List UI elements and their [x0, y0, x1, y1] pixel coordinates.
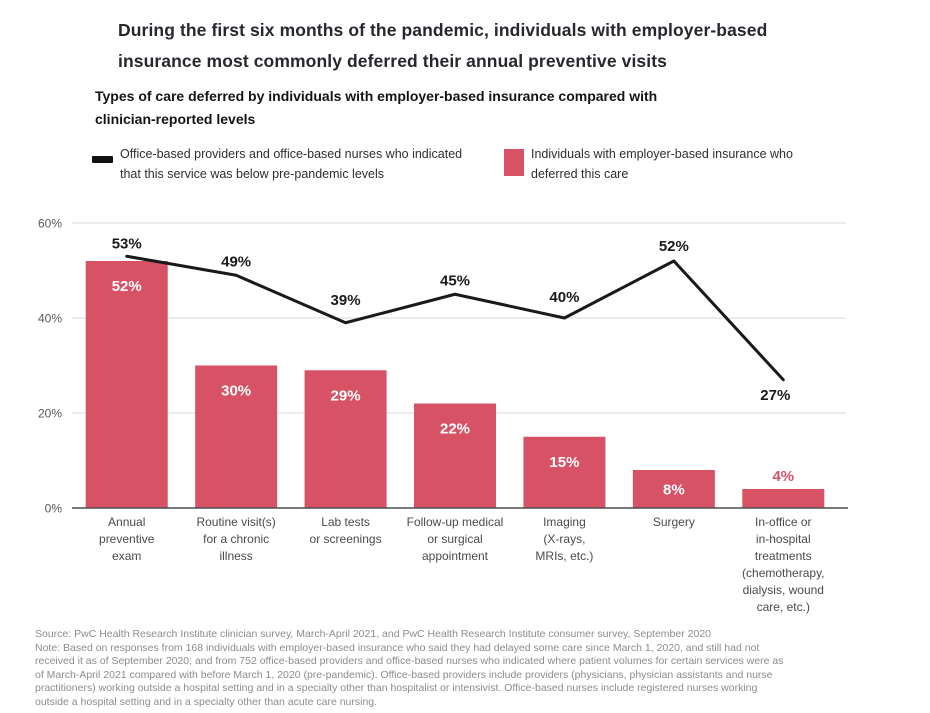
- bar: [742, 489, 825, 508]
- y-tick-label: 40%: [38, 312, 62, 326]
- legend-bar-label: Individuals with employer-based insuranc…: [531, 147, 793, 181]
- line-value-label: 27%: [760, 387, 790, 404]
- bar-series-swatch-icon: [504, 149, 524, 176]
- bar: [414, 403, 496, 508]
- line-value-label: 52%: [659, 238, 689, 255]
- note-text: Note: Based on responses from 168 indivi…: [35, 641, 784, 708]
- chart-subtitle: Types of care deferred by individuals wi…: [95, 88, 658, 127]
- trend-line: [125, 254, 785, 382]
- bar: [85, 261, 168, 508]
- bar-value-label: 22%: [440, 421, 470, 438]
- bar: [632, 470, 715, 508]
- line-value-label: 39%: [331, 292, 361, 309]
- bar-value-label: 4%: [772, 468, 794, 485]
- y-tick-label: 60%: [38, 217, 62, 231]
- line-value-label: 40%: [549, 289, 579, 306]
- y-tick-label: 0%: [45, 502, 63, 516]
- bar-value-label: 52%: [112, 278, 142, 295]
- bar-value-label: 30%: [221, 383, 251, 400]
- bar: [304, 370, 387, 508]
- bar-value-label: 8%: [663, 482, 685, 499]
- line-value-label: 45%: [440, 272, 470, 289]
- y-tick-label: 20%: [38, 407, 62, 421]
- legend-line-label: Office-based providers and office-based …: [120, 147, 463, 181]
- bar: [523, 436, 606, 508]
- bar: [195, 365, 278, 508]
- line-series-swatch-icon: [92, 156, 113, 163]
- source-line: Source: PwC Health Research Institute cl…: [35, 628, 712, 640]
- source-note: Source: PwC Health Research Institute cl…: [35, 628, 915, 710]
- bar-value-label: 15%: [549, 454, 579, 471]
- line-value-label: 53%: [112, 235, 142, 252]
- line-value-label: 49%: [221, 253, 251, 270]
- bar-value-label: 29%: [331, 387, 361, 404]
- chart-headline: During the first six months of the pande…: [118, 20, 768, 71]
